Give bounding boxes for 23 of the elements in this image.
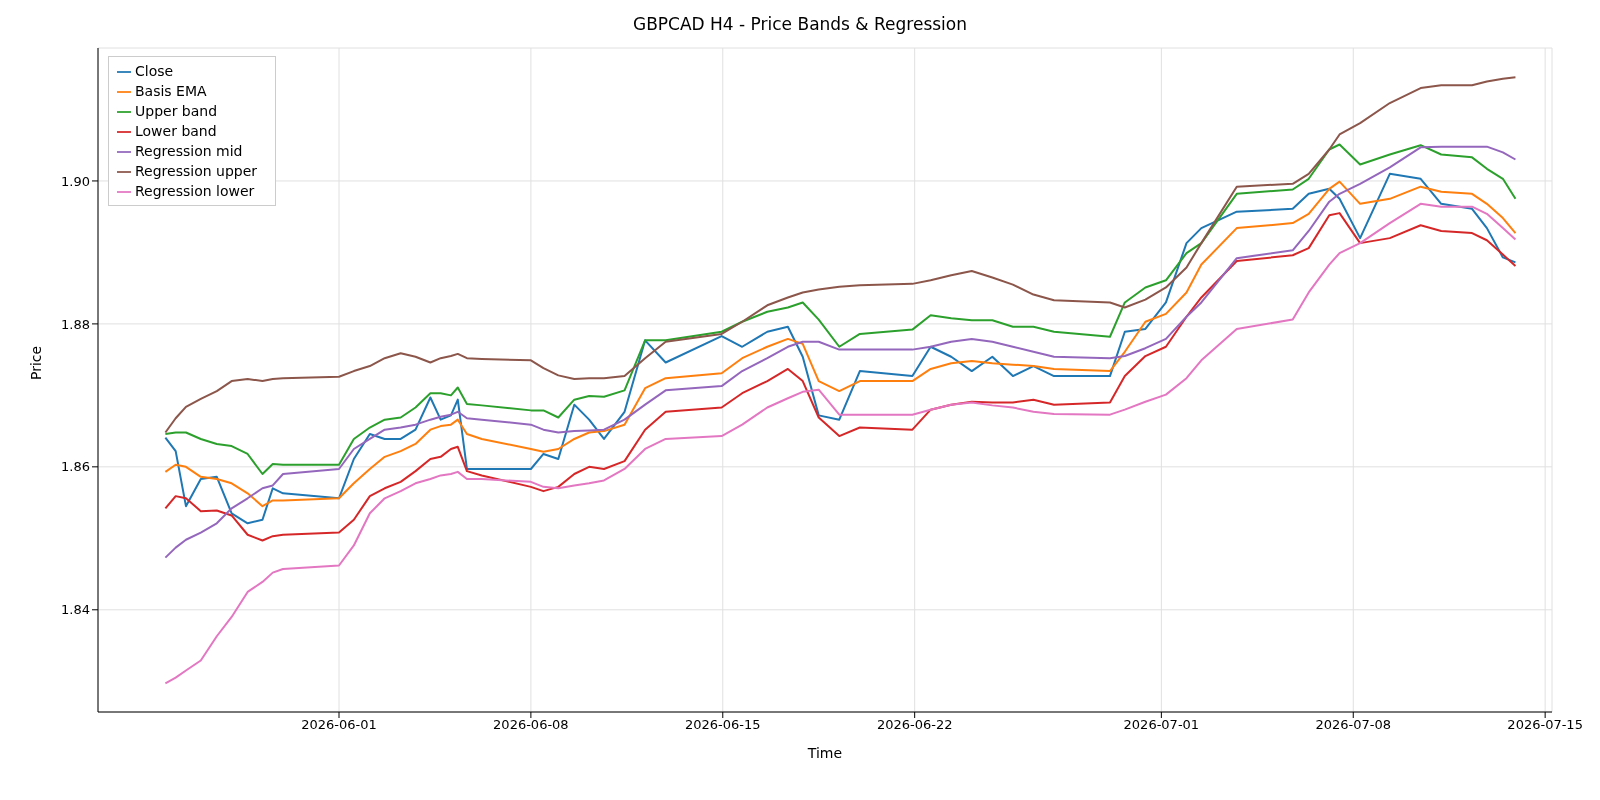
x-tick-label: 2026-06-22	[876, 717, 953, 733]
x-tick-label: 2026-06-01	[301, 717, 377, 733]
legend-label: Close	[135, 63, 174, 79]
legend-label: Regression upper	[135, 163, 258, 179]
x-tick-label: 2026-06-08	[493, 717, 569, 733]
x-tick-label: 2026-07-01	[1123, 717, 1200, 733]
legend-label: Basis EMA	[135, 83, 207, 99]
y-tick-label: 1.88	[61, 316, 90, 332]
line-series	[164, 212, 1517, 542]
x-tick-label: 2026-07-08	[1315, 717, 1392, 733]
y-tick-label: 1.86	[61, 459, 90, 475]
x-tick-label: 2026-06-15	[684, 717, 761, 733]
x-axis-title: Time	[806, 745, 843, 761]
legend-label: Regression lower	[135, 183, 255, 199]
legend-label: Upper band	[135, 103, 218, 119]
legend-label: Regression mid	[135, 143, 243, 159]
line-series	[164, 202, 1517, 685]
y-tick-label: 1.90	[61, 173, 90, 189]
legend-label: Lower band	[135, 123, 217, 139]
y-tick-label: 1.84	[61, 602, 90, 618]
y-axis-title: Price	[27, 345, 44, 380]
x-tick-label: 2026-07-15	[1507, 717, 1583, 733]
chart-title: GBPCAD H4 - Price Bands & Regression	[631, 13, 969, 36]
